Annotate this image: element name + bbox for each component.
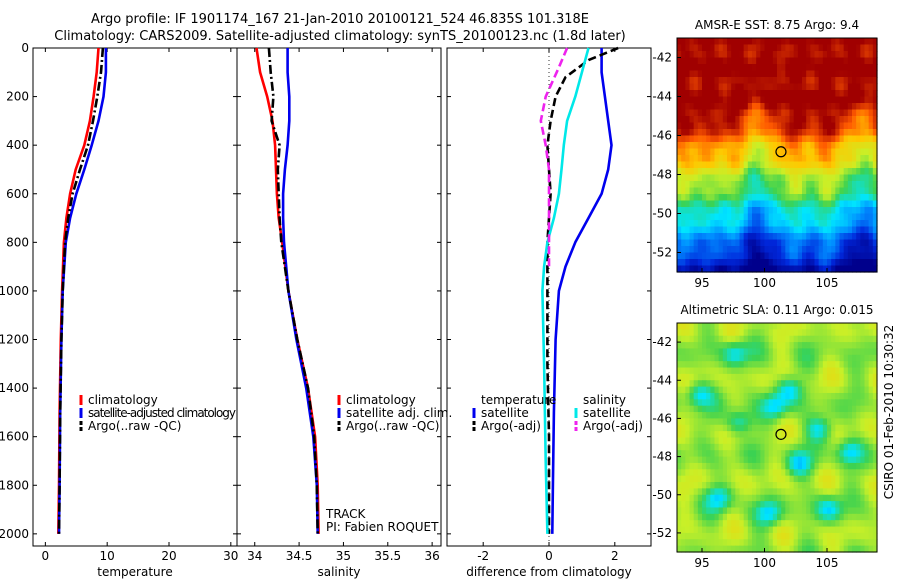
salinity-xtick-label: 34.5 <box>286 549 313 563</box>
sst_map-ytick-label: -48 <box>652 168 672 182</box>
diff-legend-entry: Argo(-adj) <box>481 419 541 433</box>
sla_map-frame <box>676 322 878 553</box>
depth-tick-label: 1400 <box>0 381 29 395</box>
temperature-axes-frame <box>32 47 238 547</box>
sst_map-title: AMSR-E SST: 8.75 Argo: 9.4 <box>695 18 859 32</box>
timestamp-label: CSIRO 01-Feb-2010 10:30:32 <box>882 325 896 500</box>
diff-legend-entry: Argo(-adj) <box>583 419 643 433</box>
sla_map-xtick-label: 105 <box>816 556 839 570</box>
diff-legend-entry: satellite <box>481 406 529 420</box>
difference-xtick-label: 2 <box>611 549 619 563</box>
sla_map-ytick-label: -50 <box>652 488 672 502</box>
depth-tick-label: 400 <box>6 138 29 152</box>
sla_map-xtick-label: 100 <box>753 556 776 570</box>
sst_map-ytick-label: -42 <box>652 51 672 65</box>
depth-tick-label: 200 <box>6 90 29 104</box>
difference-series-temperature-satellite <box>551 48 613 534</box>
difference-series-salinity-argo-adj- <box>539 47 569 267</box>
salinity-legend-entry: Argo(..raw -QC) <box>346 419 439 433</box>
sst_map-frame <box>676 37 878 273</box>
temperature-xtick-label: 10 <box>100 549 115 563</box>
sla_map-ytick-label: -46 <box>652 411 672 425</box>
sla_map-ytick-label: -42 <box>652 335 672 349</box>
depth-tick-label: 1200 <box>0 333 29 347</box>
salinity-xtick-label: 36 <box>424 549 439 563</box>
sst_map-ytick-label: -46 <box>652 129 672 143</box>
salinity-xtick-label: 34 <box>247 549 262 563</box>
sst_map-field <box>677 38 878 273</box>
diff-legend-entry: satellite <box>583 406 631 420</box>
temperature-series-argo-raw-qc- <box>57 47 105 534</box>
temperature-xlabel: temperature <box>97 565 172 579</box>
salinity-series-argo-raw-qc- <box>267 47 319 534</box>
depth-tick-label: 0 <box>21 41 29 55</box>
sst_map-ytick-label: -44 <box>652 90 672 104</box>
temperature-xtick-label: 0 <box>42 549 50 563</box>
sst_map-xtick-label: 95 <box>694 276 709 290</box>
depth-tick-label: 2000 <box>0 527 29 541</box>
salinity-xtick-label: 35 <box>336 549 351 563</box>
salinity-xtick-label: 35.5 <box>374 549 401 563</box>
sla_map-argo-point <box>775 428 787 440</box>
salinity-xlabel: salinity <box>317 565 360 579</box>
salinity-axes-frame <box>236 47 442 547</box>
sla_map-ytick-label: -44 <box>652 373 672 387</box>
sst_map-xtick-label: 100 <box>753 276 776 290</box>
sst_map-ytick-label: -52 <box>652 246 672 260</box>
figure-title-line2: Climatology: CARS2009. Satellite-adjuste… <box>54 29 626 44</box>
temperature-legend-entry: Argo(..raw -QC) <box>88 419 181 433</box>
figure-title-line1: Argo profile: IF 1901174_167 21-Jan-2010… <box>90 12 590 27</box>
depth-tick-label: 600 <box>6 187 29 201</box>
sst_map-ytick-label: -50 <box>652 207 672 221</box>
temperature-series-satellite-adjusted-climatology <box>57 48 108 534</box>
depth-tick-label: 800 <box>6 235 29 249</box>
sst_map-argo-point <box>775 146 787 158</box>
temperature-xtick-label: 30 <box>223 549 238 563</box>
depth-tick-label: 1000 <box>0 284 29 298</box>
pi-annotation: PI: Fabien ROQUET <box>326 520 439 534</box>
sla_map-ytick-label: -48 <box>652 450 672 464</box>
difference-xtick-label: 0 <box>545 549 553 563</box>
sla_map-field <box>677 323 878 553</box>
sla_map-xtick-label: 95 <box>694 556 709 570</box>
sst_map-xtick-label: 105 <box>816 276 839 290</box>
diff-legend-header-salinity: salinity <box>583 393 626 407</box>
diff-legend-header-temperature: temperature <box>481 393 556 407</box>
temperature-xtick-label: 20 <box>161 549 176 563</box>
difference-xlabel: difference from climatology <box>466 565 632 579</box>
temperature-legend-entry: climatology <box>88 393 158 407</box>
sla_map-title: Altimetric SLA: 0.11 Argo: 0.015 <box>680 303 873 317</box>
sla_map-ytick-label: -52 <box>652 526 672 540</box>
difference-xtick-label: -2 <box>477 549 489 563</box>
salinity-legend-entry: satellite adj. clim. <box>346 406 452 420</box>
difference-series-salinity-satellite <box>541 47 590 534</box>
salinity-legend-entry: climatology <box>346 393 416 407</box>
depth-tick-label: 1800 <box>0 478 29 492</box>
depth-tick-label: 1600 <box>0 430 29 444</box>
track-annotation: TRACK <box>325 507 367 521</box>
temperature-legend-entry: satellite-adjusted climatology <box>88 406 236 420</box>
